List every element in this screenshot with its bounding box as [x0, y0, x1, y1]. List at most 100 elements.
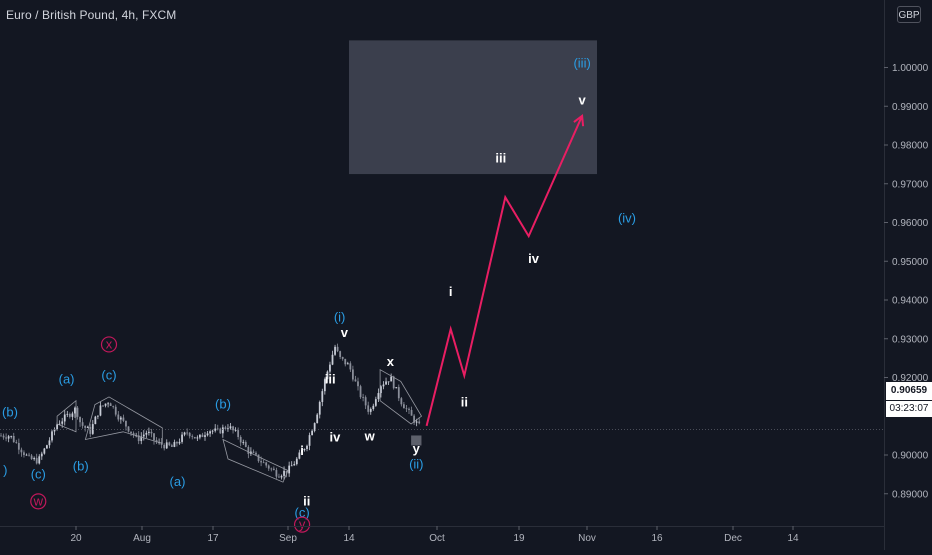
- candle-body: [255, 452, 257, 455]
- wave-label-text: (i): [334, 309, 346, 324]
- wave-label: ii: [461, 395, 468, 410]
- time-tick-label: 20: [70, 533, 82, 544]
- candle-body: [155, 440, 158, 443]
- wave-label-text: y: [413, 441, 421, 456]
- wave-label-text: (b): [2, 404, 18, 419]
- wave-label-circle: [100, 336, 118, 353]
- wave-label-text: w: [33, 493, 44, 508]
- wave-label-text: (ii): [409, 457, 423, 472]
- candle-body: [392, 376, 395, 389]
- candle-body: [201, 434, 204, 437]
- candle-body: [112, 405, 115, 407]
- candle-body: [20, 449, 23, 453]
- candle-body: [181, 434, 183, 442]
- candle-body: [408, 408, 410, 410]
- wave-label-text: y: [299, 517, 306, 532]
- candle-body: [410, 409, 413, 416]
- candle-body: [53, 429, 56, 432]
- candle-body: [76, 407, 79, 417]
- wave-label-text: ): [3, 462, 7, 477]
- candle-body: [216, 428, 219, 430]
- candle-body: [114, 406, 117, 415]
- price-tick-label: 1.00000: [892, 63, 929, 74]
- candle-body: [15, 442, 18, 443]
- wave-label-text: iii: [325, 371, 336, 386]
- candle-body: [377, 393, 380, 400]
- price-tick-label: 0.99000: [892, 102, 929, 113]
- candle-body: [186, 432, 189, 434]
- candle-body: [66, 413, 69, 415]
- candle-body: [267, 465, 270, 469]
- candle-body: [58, 423, 61, 425]
- candle-body: [176, 442, 178, 444]
- wave-label-text: iv: [528, 251, 540, 266]
- candle-body: [107, 403, 109, 405]
- candle-body: [193, 437, 196, 439]
- candle-body: [148, 431, 150, 433]
- candle-body: [372, 405, 375, 410]
- candle-body: [293, 464, 296, 466]
- time-tick-label: Oct: [429, 533, 445, 544]
- candle-body: [142, 434, 145, 437]
- candle-body: [102, 405, 104, 407]
- candle-body: [283, 470, 285, 476]
- symbol-title: Euro / British Pound, 4h, FXCM: [6, 8, 177, 22]
- candle-body: [227, 428, 229, 430]
- candle-body: [191, 436, 194, 438]
- candle-body: [211, 430, 214, 432]
- candle-body: [56, 424, 58, 430]
- candle-body: [30, 455, 33, 460]
- currency-button[interactable]: GBP: [897, 6, 921, 23]
- wave-label: w: [30, 493, 47, 510]
- wave-label-text: (b): [73, 459, 89, 474]
- projection-arrowhead: [573, 114, 585, 127]
- wave-label-text: (a): [59, 371, 75, 386]
- candle-body: [308, 435, 311, 446]
- candle-body: [387, 381, 390, 383]
- candle-body: [132, 433, 135, 436]
- target-zone-box: [349, 40, 597, 175]
- candle-body: [341, 356, 344, 359]
- wave-label: (iii): [573, 56, 590, 71]
- candle-body: [288, 465, 291, 474]
- candle-body: [301, 450, 303, 453]
- candle-body: [28, 454, 30, 456]
- candle-body: [278, 476, 280, 478]
- candle-body: [311, 430, 313, 436]
- wave-label-text: (c): [294, 505, 309, 520]
- candle-body: [244, 442, 247, 447]
- candle-body: [130, 431, 132, 434]
- wave-label: iii: [325, 371, 336, 386]
- candle-body: [364, 397, 367, 406]
- wave-label: (i): [334, 309, 346, 324]
- wave-label-text: x: [387, 354, 395, 369]
- candle-body: [234, 430, 237, 431]
- candle-body: [89, 426, 92, 434]
- countdown-tag: 03:23:07: [886, 401, 932, 417]
- candle-body: [104, 403, 107, 406]
- candle-body: [150, 431, 153, 434]
- candle-body: [403, 404, 405, 409]
- candle-body: [43, 448, 46, 454]
- candle-body: [367, 405, 370, 412]
- time-tick-label: Dec: [724, 533, 742, 544]
- candle-body: [127, 426, 130, 432]
- candle-body: [369, 409, 372, 412]
- candle-body: [265, 462, 268, 466]
- candle-body: [262, 462, 265, 464]
- candle-body: [298, 452, 301, 459]
- candle-body: [323, 379, 326, 392]
- candle-body: [385, 381, 387, 385]
- candle-body: [86, 426, 89, 428]
- wave-label-circle: [30, 493, 47, 510]
- time-tick-label: 17: [207, 533, 219, 544]
- candle-body: [209, 431, 211, 434]
- wave-label: w: [364, 428, 376, 443]
- price-tick-label: 0.96000: [892, 218, 929, 229]
- wave-label: iv: [330, 429, 342, 444]
- candle-body: [362, 397, 364, 398]
- candle-body: [145, 432, 148, 435]
- wave-label-text: (b): [215, 397, 231, 412]
